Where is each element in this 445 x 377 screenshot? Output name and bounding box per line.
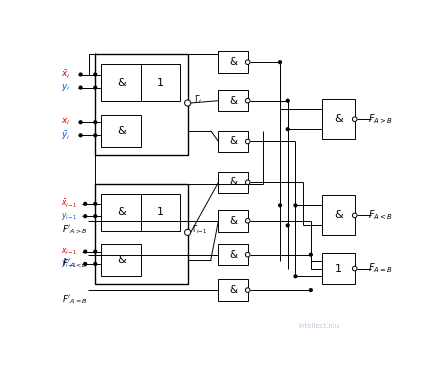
Circle shape — [94, 202, 97, 205]
Circle shape — [94, 73, 97, 76]
Circle shape — [352, 213, 357, 218]
Circle shape — [84, 262, 87, 265]
Bar — [322, 253, 355, 284]
Circle shape — [309, 253, 312, 256]
Circle shape — [79, 134, 82, 137]
Circle shape — [94, 121, 97, 124]
Text: &: & — [117, 126, 126, 136]
Text: $F'_{A>B}$: $F'_{A>B}$ — [62, 224, 88, 236]
Text: &: & — [229, 136, 237, 147]
Text: $F_{A<B}$: $F_{A<B}$ — [368, 208, 393, 222]
Circle shape — [84, 202, 87, 205]
Bar — [101, 115, 142, 147]
Text: &: & — [229, 216, 237, 226]
Bar — [101, 194, 142, 231]
Bar — [101, 244, 142, 276]
Text: $\bar{y}_{i\!-\!1}$: $\bar{y}_{i\!-\!1}$ — [61, 257, 77, 270]
Text: &: & — [117, 78, 126, 88]
Circle shape — [185, 100, 191, 106]
Text: $x_{i\!-\!1}$: $x_{i\!-\!1}$ — [61, 246, 77, 257]
Bar — [101, 64, 142, 101]
Circle shape — [309, 289, 312, 291]
Bar — [322, 99, 355, 139]
Text: $F_{A>B}$: $F_{A>B}$ — [368, 112, 393, 126]
Bar — [322, 195, 355, 235]
Circle shape — [245, 252, 250, 257]
Circle shape — [185, 229, 191, 235]
Text: $y_{i\!-\!1}$: $y_{i\!-\!1}$ — [61, 211, 77, 222]
Text: &: & — [334, 114, 343, 124]
Text: &: & — [229, 96, 237, 106]
Circle shape — [279, 61, 281, 64]
Circle shape — [84, 215, 87, 218]
Bar — [95, 184, 188, 284]
Circle shape — [245, 98, 250, 103]
Text: &: & — [229, 177, 237, 187]
Circle shape — [286, 224, 289, 227]
Text: &: & — [229, 250, 237, 260]
Circle shape — [94, 262, 97, 265]
Bar — [142, 64, 180, 101]
Circle shape — [245, 139, 250, 144]
Circle shape — [94, 86, 97, 89]
Text: intellect.icu: intellect.icu — [298, 323, 339, 329]
Circle shape — [79, 86, 82, 89]
Text: &: & — [117, 207, 126, 217]
Circle shape — [245, 219, 250, 223]
Text: $y_i$: $y_i$ — [61, 82, 70, 93]
Bar — [218, 210, 248, 231]
Text: &: & — [229, 285, 237, 295]
Bar — [218, 244, 248, 265]
Circle shape — [286, 128, 289, 130]
Text: $F'_{A<B}$: $F'_{A<B}$ — [62, 257, 88, 270]
Text: $\Gamma_{i\!-\!1}$: $\Gamma_{i\!-\!1}$ — [192, 223, 208, 236]
Bar — [218, 279, 248, 301]
Text: $F_{A=B}$: $F_{A=B}$ — [368, 262, 393, 276]
Circle shape — [245, 288, 250, 293]
Text: $F'_{A=B}$: $F'_{A=B}$ — [62, 293, 88, 306]
Bar — [142, 194, 180, 231]
Circle shape — [279, 204, 281, 207]
Circle shape — [294, 275, 297, 277]
Circle shape — [79, 121, 82, 124]
Circle shape — [352, 117, 357, 121]
Circle shape — [352, 266, 357, 271]
Text: $\bar{y}_i$: $\bar{y}_i$ — [61, 129, 70, 142]
Text: &: & — [117, 255, 126, 265]
Circle shape — [94, 134, 97, 137]
Text: &: & — [334, 210, 343, 221]
Text: $x_i$: $x_i$ — [61, 117, 70, 127]
Text: 1: 1 — [335, 264, 342, 274]
Text: 1: 1 — [157, 207, 164, 217]
Circle shape — [84, 250, 87, 253]
Bar — [218, 90, 248, 112]
Circle shape — [79, 73, 82, 76]
Text: 1: 1 — [157, 78, 164, 88]
Text: $\bar{x}_i$: $\bar{x}_i$ — [61, 68, 70, 81]
Circle shape — [94, 250, 97, 253]
Bar — [95, 55, 188, 155]
Text: $\bar{x}_{i\!-\!1}$: $\bar{x}_{i\!-\!1}$ — [61, 198, 77, 210]
Circle shape — [245, 180, 250, 185]
Circle shape — [286, 99, 289, 102]
Bar — [218, 51, 248, 73]
Circle shape — [94, 215, 97, 218]
Bar — [218, 172, 248, 193]
Circle shape — [245, 60, 250, 64]
Bar — [218, 131, 248, 152]
Text: &: & — [229, 57, 237, 67]
Circle shape — [294, 204, 297, 207]
Text: $\Gamma_i$: $\Gamma_i$ — [194, 93, 202, 106]
